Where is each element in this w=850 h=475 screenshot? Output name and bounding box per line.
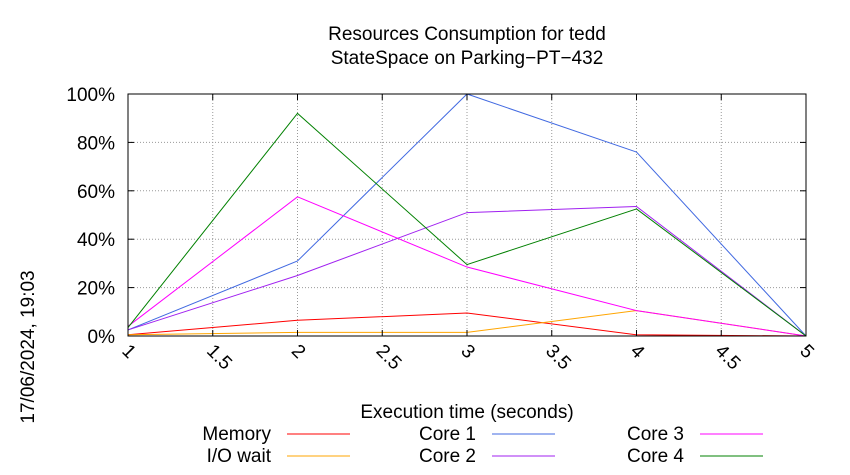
y-tick-label: 60% [77, 182, 115, 203]
axis-ticks [127, 93, 807, 337]
series-line-core-3 [127, 196, 807, 337]
legend-label-core-2: Core 2 [419, 446, 476, 467]
x-axis-label: Execution time (seconds) [360, 402, 573, 423]
y-tick-label: 100% [66, 85, 115, 106]
x-tick-label: 3 [456, 341, 478, 363]
x-tick-label: 1.5 [202, 341, 236, 375]
chart-title-line-2: StateSpace on Parking−PT−432 [331, 48, 604, 69]
x-tick-label: 3.5 [541, 341, 575, 375]
series-line-memory [127, 312, 807, 337]
x-tick-label: 1 [117, 341, 139, 363]
grid-lines [128, 94, 806, 336]
y-tick-label: 40% [77, 230, 115, 251]
x-tick-label: 5 [795, 341, 817, 363]
legend-label-core-3: Core 3 [627, 424, 684, 445]
legend-label-core-4: Core 4 [627, 446, 684, 467]
x-tick-label: 2.5 [372, 341, 406, 375]
chart-title-line-1: Resources Consumption for tedd [328, 24, 606, 45]
y-tick-labels: 0% 20% 40% 60% 80% 100% [66, 85, 115, 348]
series-line-core-4 [127, 112, 807, 337]
y-tick-label: 20% [77, 279, 115, 300]
legend-label-i-o-wait: I/O wait [207, 446, 272, 467]
x-tick-label: 4.5 [711, 341, 745, 375]
timestamp-label: 17/06/2024, 19:03 [18, 270, 39, 423]
x-tick-label: 2 [287, 341, 309, 363]
series-line-core-2 [127, 206, 807, 337]
y-tick-label: 80% [77, 133, 115, 154]
legend-label-memory: Memory [202, 424, 271, 445]
x-tick-label: 4 [626, 341, 649, 364]
x-tick-labels: 1 1.5 2 2.5 3 3.5 4 4.5 5 [117, 341, 817, 375]
y-tick-label: 0% [88, 327, 116, 348]
legend-label-core-1: Core 1 [419, 424, 476, 445]
